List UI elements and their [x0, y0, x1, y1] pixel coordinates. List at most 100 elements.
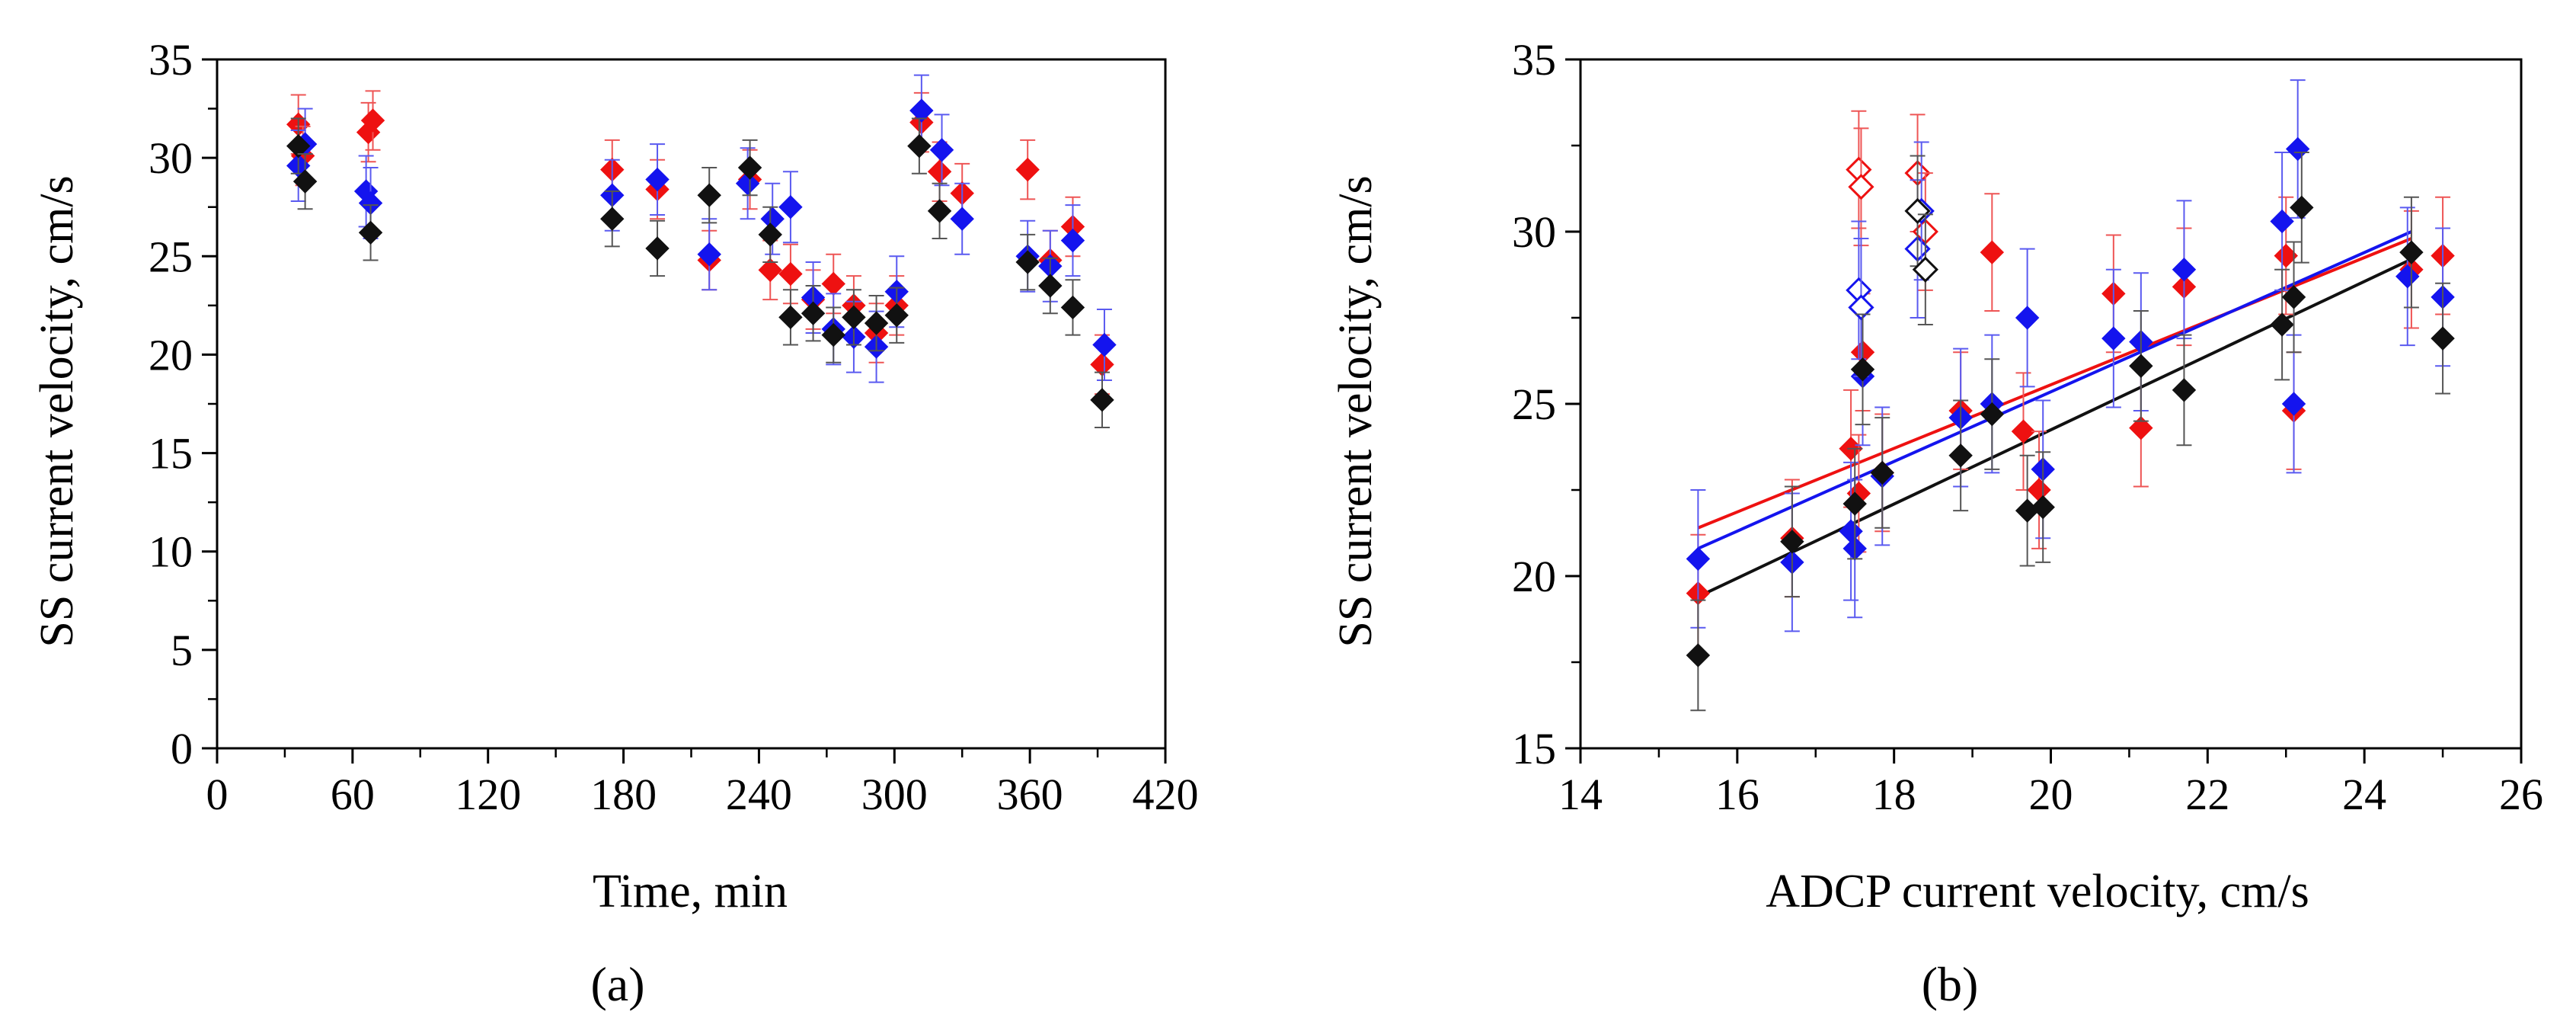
- panel-b-point-black: [2399, 240, 2424, 264]
- panel-a-point-blue: [778, 195, 803, 219]
- panel-a-plot-area: 0 60 120 180 240 300 360 420 0 5 10 15 20 25 30 35: [149, 35, 1199, 819]
- panel-b-point-blue: [2270, 209, 2294, 234]
- panel-b-hollow-point-black: [1912, 256, 1938, 283]
- panel-b-hollow-point-red: [1848, 174, 1874, 200]
- panel-b-point-blue: [1686, 546, 1711, 572]
- panel-a-point-blue: [929, 138, 954, 162]
- panel-a-point-blue: [950, 207, 974, 231]
- panel-a-point-black: [778, 305, 803, 330]
- panel-b-ytick-label: 15: [1512, 724, 1556, 773]
- panel-a-point-black: [600, 207, 625, 231]
- panel-b-point-black: [2431, 326, 2455, 351]
- panel-b-point-black: [1686, 643, 1711, 668]
- panel-a-xtick-label: 60: [331, 770, 375, 819]
- panel-b-xtick-label: 18: [1872, 770, 1916, 819]
- panel-a-point-black: [292, 169, 318, 194]
- panel-a-xtick-label: 240: [726, 770, 792, 819]
- panel-b-point-red: [2011, 419, 2036, 443]
- panel-a-xtick-label: 0: [206, 770, 229, 819]
- panel-b-point-blue: [2101, 326, 2126, 351]
- panel-b-hollow-point-black: [1904, 197, 1931, 225]
- panel-a-point-black: [1038, 274, 1063, 298]
- panel-a-point-black: [1060, 295, 1085, 320]
- panel-b-point-black: [2031, 495, 2055, 520]
- panel-b-frame: [1579, 58, 2523, 750]
- panel-a-point-black: [758, 223, 782, 247]
- panel-b-point-blue: [2015, 306, 2040, 330]
- panel-a-point-blue: [697, 242, 721, 267]
- panel-b-xtick-label: 22: [2185, 770, 2229, 819]
- panel-a-point-red: [778, 261, 803, 287]
- panel-b-fit-line-blue: [1697, 230, 2412, 550]
- panel-a-point-blue: [909, 98, 934, 123]
- panel-b-point-black: [1870, 460, 1894, 485]
- panel-b-point-blue: [2281, 392, 2306, 416]
- panel-b-plot-area: 14 16 18 20 22 24 26 15 20 25 30 35: [1512, 35, 2543, 819]
- panel-a-point-black: [286, 133, 311, 158]
- panel-a-point-red: [1015, 157, 1040, 182]
- panel-b-ylabel: SS current velocity, cm/s: [1330, 175, 1382, 647]
- panel-b-ytick-label: 30: [1512, 207, 1556, 257]
- panel-a-point-red: [360, 108, 385, 133]
- panel-b-point-blue: [2172, 258, 2197, 282]
- panel-a-ylabel: SS current velocity, cm/s: [31, 175, 83, 647]
- panel-a-ytick-label: 25: [149, 232, 193, 281]
- panel-b-xtick-label: 24: [2342, 770, 2386, 819]
- panel-a-point-black: [358, 220, 383, 245]
- panel-a-point-red: [758, 258, 782, 283]
- panel-b-ytick-label: 35: [1512, 35, 1556, 85]
- panel-a-point-black: [697, 183, 721, 207]
- panel-a-ytick-label: 0: [171, 724, 193, 773]
- panel-a-point-black: [1015, 250, 1040, 274]
- panel-a-ytick-label: 30: [149, 133, 193, 183]
- panel-a-point-black: [645, 236, 670, 261]
- panel-a-point-red: [821, 271, 845, 296]
- panel-a-point-red: [927, 159, 952, 184]
- panel-b-fit-line-red: [1697, 237, 2412, 530]
- panel-b-point-black: [2281, 285, 2306, 309]
- panel-a-point-black: [842, 305, 866, 330]
- panel-b-point-black: [2290, 195, 2314, 220]
- panel-a-ytick-label: 35: [149, 35, 193, 85]
- panel-a-point-black: [864, 311, 889, 335]
- panel-b-point-black: [2129, 354, 2153, 378]
- panel-b-xlabel: ADCP current velocity, cm/s: [1766, 866, 2309, 917]
- panel-b-xtick-label: 26: [2499, 770, 2543, 819]
- panel-b: 14 16 18 20 22 24 26 15 20 25 30 35 ADCP current ve…: [1330, 35, 2543, 1011]
- panel-b-point-black: [1850, 357, 1875, 382]
- panel-b-point-red: [2027, 478, 2051, 502]
- panel-b-xtick-label: 14: [1558, 770, 1603, 819]
- panel-b-ytick-label: 25: [1512, 379, 1556, 429]
- panel-a-point-black: [927, 199, 952, 223]
- panel-b-point-red: [1980, 240, 2005, 264]
- panel-b-point-black: [2270, 312, 2294, 337]
- panel-b-point-blue: [2395, 264, 2420, 289]
- panel-b-point-blue: [2285, 136, 2310, 162]
- panel-b-label: (b): [1922, 957, 1979, 1011]
- panel-b-xtick-label: 16: [1715, 770, 1759, 819]
- panel-a-point-blue: [645, 167, 670, 192]
- panel-b-point-black: [1780, 530, 1804, 554]
- panel-b-point-black: [1843, 491, 1867, 516]
- panel-a-xtick-label: 120: [455, 770, 521, 819]
- panel-b-hollow-point-blue: [1848, 294, 1874, 321]
- panel-b-point-black: [2172, 378, 2197, 402]
- panel-a-point-blue: [1060, 228, 1085, 253]
- panel-b-fit-line-black: [1697, 258, 2412, 598]
- panel-a-label: (a): [590, 957, 644, 1011]
- panel-b-point-red: [2129, 415, 2153, 440]
- panel-b-xtick-label: 20: [2029, 770, 2073, 819]
- panel-a-ytick-label: 20: [149, 330, 193, 379]
- panel-a-ytick-label: 5: [171, 626, 193, 675]
- panel-a-xtick-label: 420: [1133, 770, 1199, 819]
- panel-a-point-black: [1090, 388, 1114, 412]
- panel-a-xtick-label: 180: [590, 770, 657, 819]
- panel-a-point-black: [737, 155, 762, 180]
- panel-a-point-black: [884, 303, 909, 328]
- panel-a-point-black: [907, 133, 932, 158]
- panel-b-point-black: [1980, 402, 2005, 427]
- panel-a-xtick-label: 360: [997, 770, 1063, 819]
- panel-a-point-black: [801, 301, 826, 325]
